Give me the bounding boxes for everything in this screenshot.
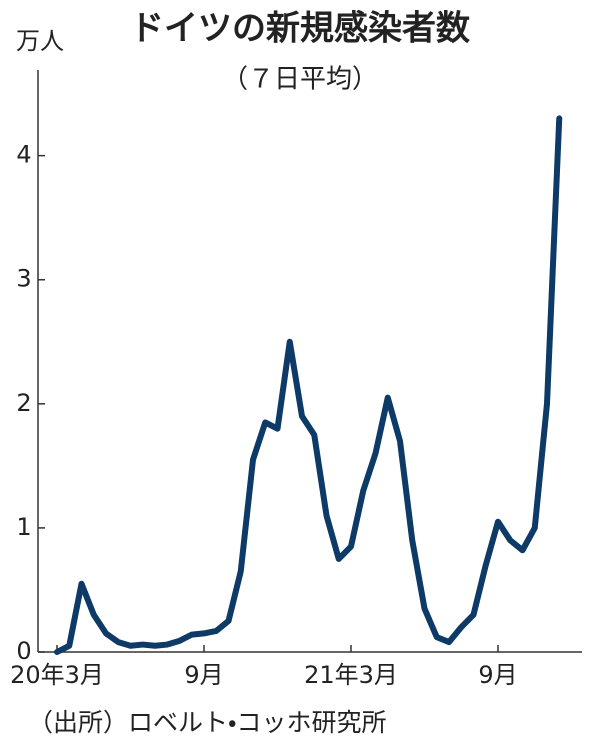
y-tick-label: 3 bbox=[16, 265, 31, 293]
x-tick-label: 9月 bbox=[478, 661, 517, 689]
chart-subtitle: （７日平均） bbox=[222, 65, 378, 95]
x-tick-label: 20年3月 bbox=[10, 661, 104, 689]
x-tick-label: 9月 bbox=[184, 661, 223, 689]
y-tick-label: 4 bbox=[16, 141, 31, 169]
data-line bbox=[54, 115, 563, 655]
chart-title: ドイツの新規感染者数 bbox=[130, 9, 470, 49]
y-tick-label: 2 bbox=[16, 389, 31, 417]
y-unit-label: 万人 bbox=[16, 27, 64, 55]
x-tick-label: 21年3月 bbox=[304, 661, 398, 689]
y-tick-label: 1 bbox=[16, 513, 31, 541]
y-tick-label: 0 bbox=[16, 637, 31, 665]
source-note: （出所）ロベルト・コッホ研究所 bbox=[28, 708, 387, 737]
